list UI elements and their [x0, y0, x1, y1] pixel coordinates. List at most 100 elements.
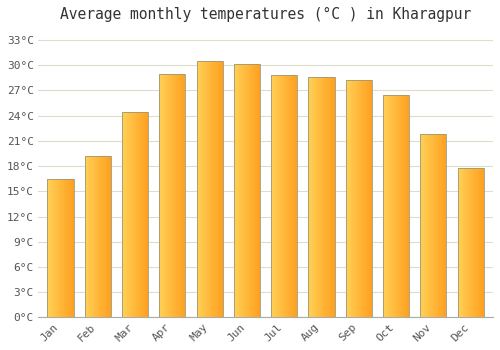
- Bar: [170, 74, 171, 317]
- Bar: [352, 80, 353, 317]
- Bar: [358, 80, 359, 317]
- Bar: [54, 179, 56, 317]
- Bar: [184, 74, 185, 317]
- Bar: [185, 74, 186, 317]
- Bar: [481, 168, 482, 317]
- Bar: [105, 156, 106, 317]
- Bar: [236, 64, 237, 317]
- Bar: [175, 74, 176, 317]
- Bar: [362, 80, 364, 317]
- Bar: [122, 112, 124, 317]
- Bar: [102, 156, 103, 317]
- Bar: [313, 77, 314, 317]
- Bar: [459, 168, 460, 317]
- Bar: [136, 112, 137, 317]
- Bar: [436, 134, 438, 317]
- Bar: [384, 94, 385, 317]
- Bar: [108, 156, 109, 317]
- Bar: [62, 179, 63, 317]
- Bar: [308, 77, 334, 317]
- Bar: [69, 179, 70, 317]
- Bar: [424, 134, 425, 317]
- Bar: [138, 112, 139, 317]
- Bar: [177, 74, 178, 317]
- Bar: [219, 61, 220, 317]
- Bar: [129, 112, 130, 317]
- Bar: [255, 64, 256, 317]
- Bar: [282, 75, 283, 317]
- Bar: [322, 77, 323, 317]
- Bar: [135, 112, 136, 317]
- Bar: [323, 77, 324, 317]
- Bar: [258, 64, 260, 317]
- Bar: [199, 61, 200, 317]
- Bar: [328, 77, 330, 317]
- Bar: [196, 61, 222, 317]
- Bar: [68, 179, 69, 317]
- Bar: [276, 75, 277, 317]
- Bar: [239, 64, 240, 317]
- Bar: [286, 75, 287, 317]
- Bar: [477, 168, 478, 317]
- Bar: [287, 75, 288, 317]
- Bar: [479, 168, 480, 317]
- Bar: [141, 112, 142, 317]
- Bar: [96, 156, 97, 317]
- Bar: [427, 134, 428, 317]
- Bar: [234, 64, 235, 317]
- Bar: [394, 94, 395, 317]
- Bar: [65, 179, 66, 317]
- Bar: [204, 61, 205, 317]
- Bar: [395, 94, 396, 317]
- Bar: [172, 74, 173, 317]
- Bar: [425, 134, 426, 317]
- Bar: [443, 134, 444, 317]
- Bar: [99, 156, 100, 317]
- Bar: [249, 64, 250, 317]
- Bar: [288, 75, 289, 317]
- Bar: [216, 61, 217, 317]
- Bar: [444, 134, 445, 317]
- Bar: [312, 77, 313, 317]
- Bar: [434, 134, 436, 317]
- Bar: [428, 134, 429, 317]
- Bar: [361, 80, 362, 317]
- Bar: [405, 94, 406, 317]
- Bar: [318, 77, 319, 317]
- Bar: [290, 75, 291, 317]
- Bar: [246, 64, 247, 317]
- Bar: [461, 168, 462, 317]
- Bar: [475, 168, 476, 317]
- Bar: [237, 64, 238, 317]
- Bar: [426, 134, 427, 317]
- Bar: [101, 156, 102, 317]
- Bar: [144, 112, 145, 317]
- Bar: [280, 75, 281, 317]
- Bar: [103, 156, 104, 317]
- Bar: [100, 156, 101, 317]
- Bar: [346, 80, 347, 317]
- Bar: [126, 112, 127, 317]
- Bar: [240, 64, 241, 317]
- Bar: [213, 61, 214, 317]
- Bar: [466, 168, 467, 317]
- Bar: [383, 94, 384, 317]
- Bar: [283, 75, 284, 317]
- Bar: [56, 179, 57, 317]
- Bar: [66, 179, 67, 317]
- Bar: [480, 168, 481, 317]
- Bar: [315, 77, 316, 317]
- Bar: [317, 77, 318, 317]
- Bar: [140, 112, 141, 317]
- Bar: [332, 77, 334, 317]
- Bar: [441, 134, 442, 317]
- Bar: [275, 75, 276, 317]
- Bar: [163, 74, 164, 317]
- Bar: [368, 80, 370, 317]
- Bar: [61, 179, 62, 317]
- Bar: [296, 75, 298, 317]
- Bar: [202, 61, 203, 317]
- Bar: [349, 80, 350, 317]
- Bar: [422, 134, 423, 317]
- Bar: [464, 168, 465, 317]
